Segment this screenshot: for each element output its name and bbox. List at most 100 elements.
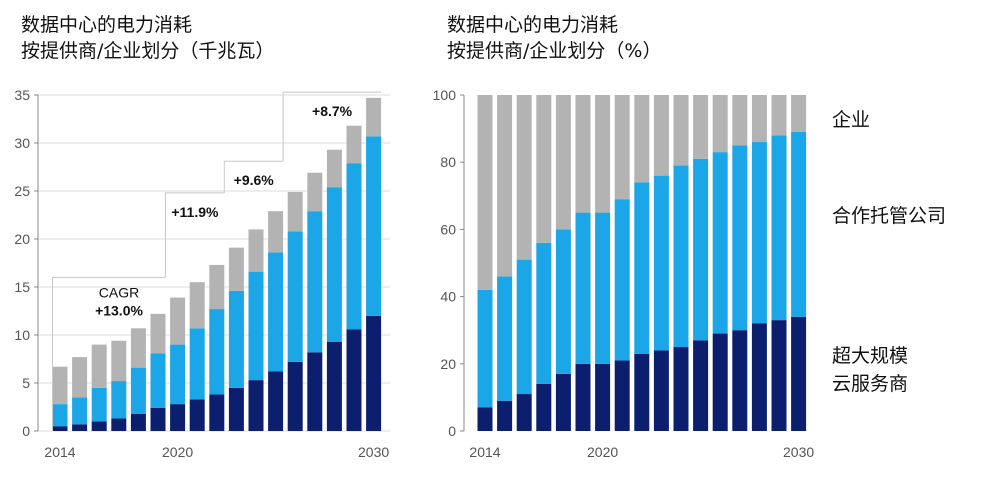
bar-enterprise-2028 — [326, 149, 342, 188]
left-chart-title: 数据中心的电力消耗 按提供商/企业划分（千兆瓦） — [21, 12, 274, 64]
bar-colocation-2023 — [653, 175, 669, 351]
right-chart-title: 数据中心的电力消耗 按提供商/企业划分（%） — [447, 12, 661, 64]
x-tick-label-2030: 2030 — [783, 444, 814, 460]
cagr-bracket — [165, 192, 225, 278]
y-tick-label: 100 — [433, 87, 457, 103]
cagr-value: +9.6% — [234, 172, 275, 188]
bar-enterprise-2026 — [287, 191, 303, 232]
bar-enterprise-2020 — [595, 95, 611, 213]
bar-enterprise-2017 — [536, 95, 552, 243]
cagr-bracket — [52, 276, 166, 431]
y-tick-label: 80 — [440, 154, 456, 170]
bar-hyperscale-2026 — [712, 333, 728, 431]
bar-hyperscale-2025 — [268, 371, 284, 431]
bar-enterprise-2025 — [268, 211, 284, 253]
bar-enterprise-2014 — [52, 366, 68, 405]
bar-hyperscale-2014 — [52, 426, 68, 431]
bar-enterprise-2021 — [614, 95, 630, 200]
bar-hyperscale-2016 — [91, 421, 107, 431]
legend-hyperscale: 超大规模 云服务商 — [832, 342, 908, 398]
bar-enterprise-2016 — [91, 344, 107, 388]
bar-hyperscale-2026 — [287, 361, 303, 431]
y-tick-label: 5 — [22, 375, 30, 391]
bar-enterprise-2030 — [366, 97, 382, 137]
cagr-heading: CAGR — [99, 284, 139, 300]
bar-enterprise-2018 — [130, 328, 146, 368]
bar-colocation-2018 — [555, 229, 571, 374]
bar-colocation-2016 — [516, 259, 532, 395]
bar-hyperscale-2017 — [536, 383, 552, 431]
bar-enterprise-2030 — [791, 95, 807, 132]
bar-enterprise-2025 — [693, 95, 709, 159]
x-tick-label-2020: 2020 — [162, 444, 193, 460]
bar-hyperscale-2023 — [228, 387, 244, 431]
bar-colocation-2014 — [477, 289, 493, 408]
bar-hyperscale-2027 — [732, 330, 748, 431]
bar-colocation-2020 — [595, 212, 611, 364]
bar-enterprise-2023 — [653, 95, 669, 176]
bar-hyperscale-2024 — [248, 380, 264, 431]
bar-hyperscale-2017 — [111, 418, 127, 431]
bar-enterprise-2021 — [189, 282, 205, 329]
bar-hyperscale-2019 — [575, 363, 591, 431]
bar-hyperscale-2023 — [653, 350, 669, 431]
cagr-value: +13.0% — [95, 302, 143, 318]
left-title-line2: 按提供商/企业划分（千兆瓦） — [21, 40, 275, 62]
bar-enterprise-2029 — [346, 125, 362, 164]
bar-colocation-2019 — [150, 353, 166, 408]
cagr-value: +8.7% — [312, 103, 353, 119]
left-title-line1: 数据中心的电力消耗 — [21, 14, 193, 36]
bar-enterprise-2014 — [477, 95, 493, 290]
y-tick-label: 30 — [14, 135, 30, 151]
bar-enterprise-2018 — [555, 95, 571, 230]
right-title-line2: 按提供商/企业划分（%） — [447, 40, 662, 62]
bar-colocation-2023 — [228, 290, 244, 388]
bar-hyperscale-2016 — [516, 394, 532, 431]
bar-hyperscale-2014 — [477, 407, 493, 431]
bar-enterprise-2028 — [751, 95, 767, 143]
bar-colocation-2026 — [287, 231, 303, 362]
bar-hyperscale-2029 — [346, 329, 362, 431]
bar-enterprise-2026 — [712, 95, 728, 153]
bar-hyperscale-2028 — [751, 323, 767, 431]
y-tick-label: 25 — [14, 183, 30, 199]
bar-colocation-2027 — [307, 211, 323, 353]
bar-hyperscale-2015 — [72, 424, 88, 431]
bar-enterprise-2027 — [307, 172, 323, 212]
bar-enterprise-2017 — [111, 340, 127, 382]
bar-hyperscale-2028 — [326, 341, 342, 431]
bar-hyperscale-2027 — [307, 352, 323, 431]
bar-colocation-2019 — [575, 212, 591, 364]
x-tick-label-2014: 2014 — [469, 444, 500, 460]
bar-enterprise-2019 — [150, 313, 166, 354]
bar-enterprise-2019 — [575, 95, 591, 213]
bar-colocation-2015 — [497, 276, 513, 401]
bar-enterprise-2024 — [673, 95, 689, 166]
x-tick-label-2014: 2014 — [44, 444, 75, 460]
cagr-bracket — [223, 160, 284, 193]
bar-hyperscale-2020 — [595, 363, 611, 431]
bar-hyperscale-2021 — [614, 360, 630, 431]
legend-colocation: 合作托管公司 — [832, 205, 947, 227]
x-tick-label-2030: 2030 — [358, 444, 389, 460]
bar-colocation-2015 — [72, 397, 88, 425]
bar-colocation-2017 — [536, 242, 552, 384]
bar-hyperscale-2030 — [791, 316, 807, 431]
y-tick-label: 0 — [22, 423, 30, 439]
cagr-bracket — [282, 91, 382, 162]
bar-hyperscale-2020 — [170, 404, 186, 431]
bar-colocation-2030 — [791, 131, 807, 317]
bar-hyperscale-2029 — [771, 320, 787, 431]
bar-enterprise-2024 — [248, 229, 264, 272]
bar-hyperscale-2022 — [209, 394, 225, 431]
right-title-line1: 数据中心的电力消耗 — [447, 14, 619, 36]
bar-colocation-2025 — [268, 252, 284, 372]
bar-hyperscale-2019 — [150, 407, 166, 431]
bar-enterprise-2022 — [634, 95, 650, 183]
bar-enterprise-2016 — [516, 95, 532, 260]
bar-colocation-2024 — [673, 165, 689, 347]
bar-colocation-2018 — [130, 367, 146, 414]
bar-colocation-2017 — [111, 381, 127, 419]
bar-colocation-2026 — [712, 152, 728, 334]
bar-colocation-2021 — [614, 199, 630, 361]
